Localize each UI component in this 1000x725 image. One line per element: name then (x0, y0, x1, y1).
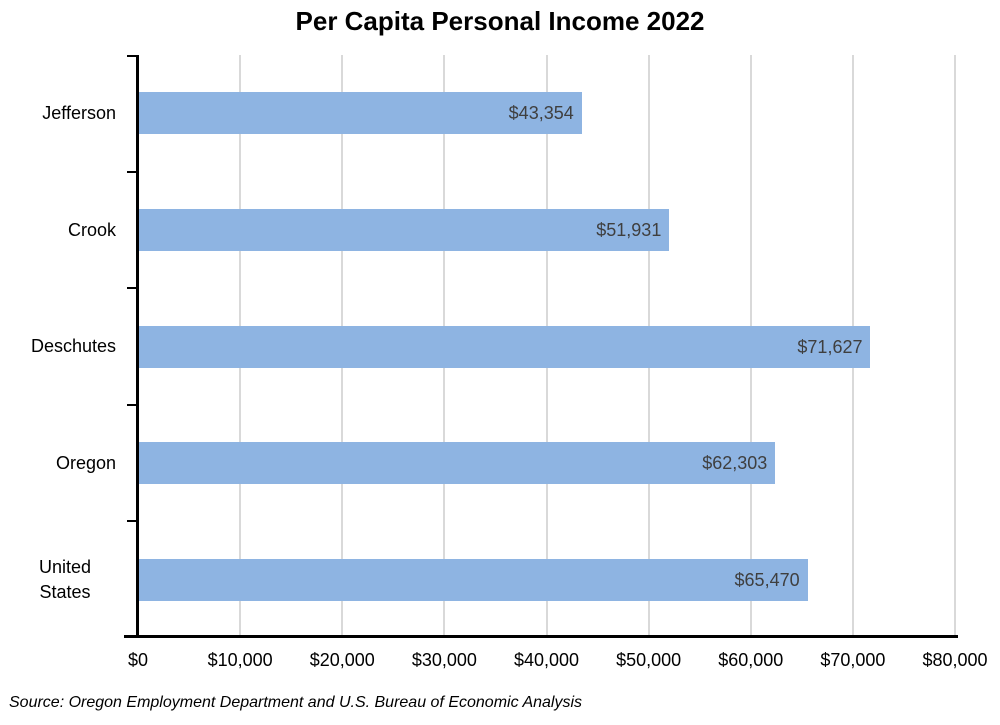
x-tick-label: $60,000 (718, 650, 784, 670)
y-axis-tick (127, 55, 136, 57)
x-axis-line (124, 635, 958, 638)
gridline (954, 55, 956, 636)
category-label-jefferson: Jefferson (14, 55, 116, 172)
bar-value-label-jefferson: $43,354 (508, 103, 574, 124)
category-label-text: United States (38, 557, 92, 602)
source-note: Source: Oregon Employment Department and… (9, 694, 583, 711)
category-label-text: Deschutes (30, 336, 116, 357)
bar-value-label-crook: $51,931 (596, 219, 662, 240)
y-axis-line (136, 55, 139, 638)
category-label-text: Crook (67, 219, 116, 240)
category-label-text: Jefferson (42, 103, 116, 124)
bar-oregon: $62,303 (139, 442, 776, 485)
bar-value-label-oregon: $62,303 (702, 453, 768, 474)
x-tick-label: $80,000 (922, 650, 988, 670)
x-tick-label: $50,000 (616, 650, 682, 670)
x-tick-label: $40,000 (513, 650, 580, 670)
bar-deschutes: $71,627 (139, 325, 871, 368)
category-label-deschutes: Deschutes (14, 288, 116, 405)
bar-crook: $51,931 (139, 208, 670, 251)
y-axis-tick (127, 287, 136, 289)
x-tick-label: $70,000 (820, 650, 886, 670)
bar-united-states: $65,470 (139, 558, 808, 601)
category-label-crook: Crook (14, 172, 116, 289)
y-axis-tick (127, 404, 136, 406)
category-label-united-states: United States (14, 521, 116, 638)
y-axis-tick (127, 171, 136, 173)
bar-value-label-deschutes: $71,627 (797, 336, 863, 357)
category-label-text: Oregon (55, 452, 116, 473)
category-label-oregon: Oregon (14, 405, 116, 522)
x-tick-label: $30,000 (411, 650, 477, 670)
x-tick-label: $20,000 (309, 650, 375, 670)
bar-jefferson: $43,354 (139, 92, 582, 135)
chart-title: Per Capita Personal Income 2022 (295, 6, 705, 36)
bar-value-label-united-states: $65,470 (734, 569, 800, 590)
x-tick-label: $0 (127, 650, 149, 670)
x-tick-label: $10,000 (207, 650, 273, 670)
y-axis-tick (127, 520, 136, 522)
plot-area: $43,354 Jefferson $51,931 Crook $71,627 Desch… (31, 55, 988, 670)
